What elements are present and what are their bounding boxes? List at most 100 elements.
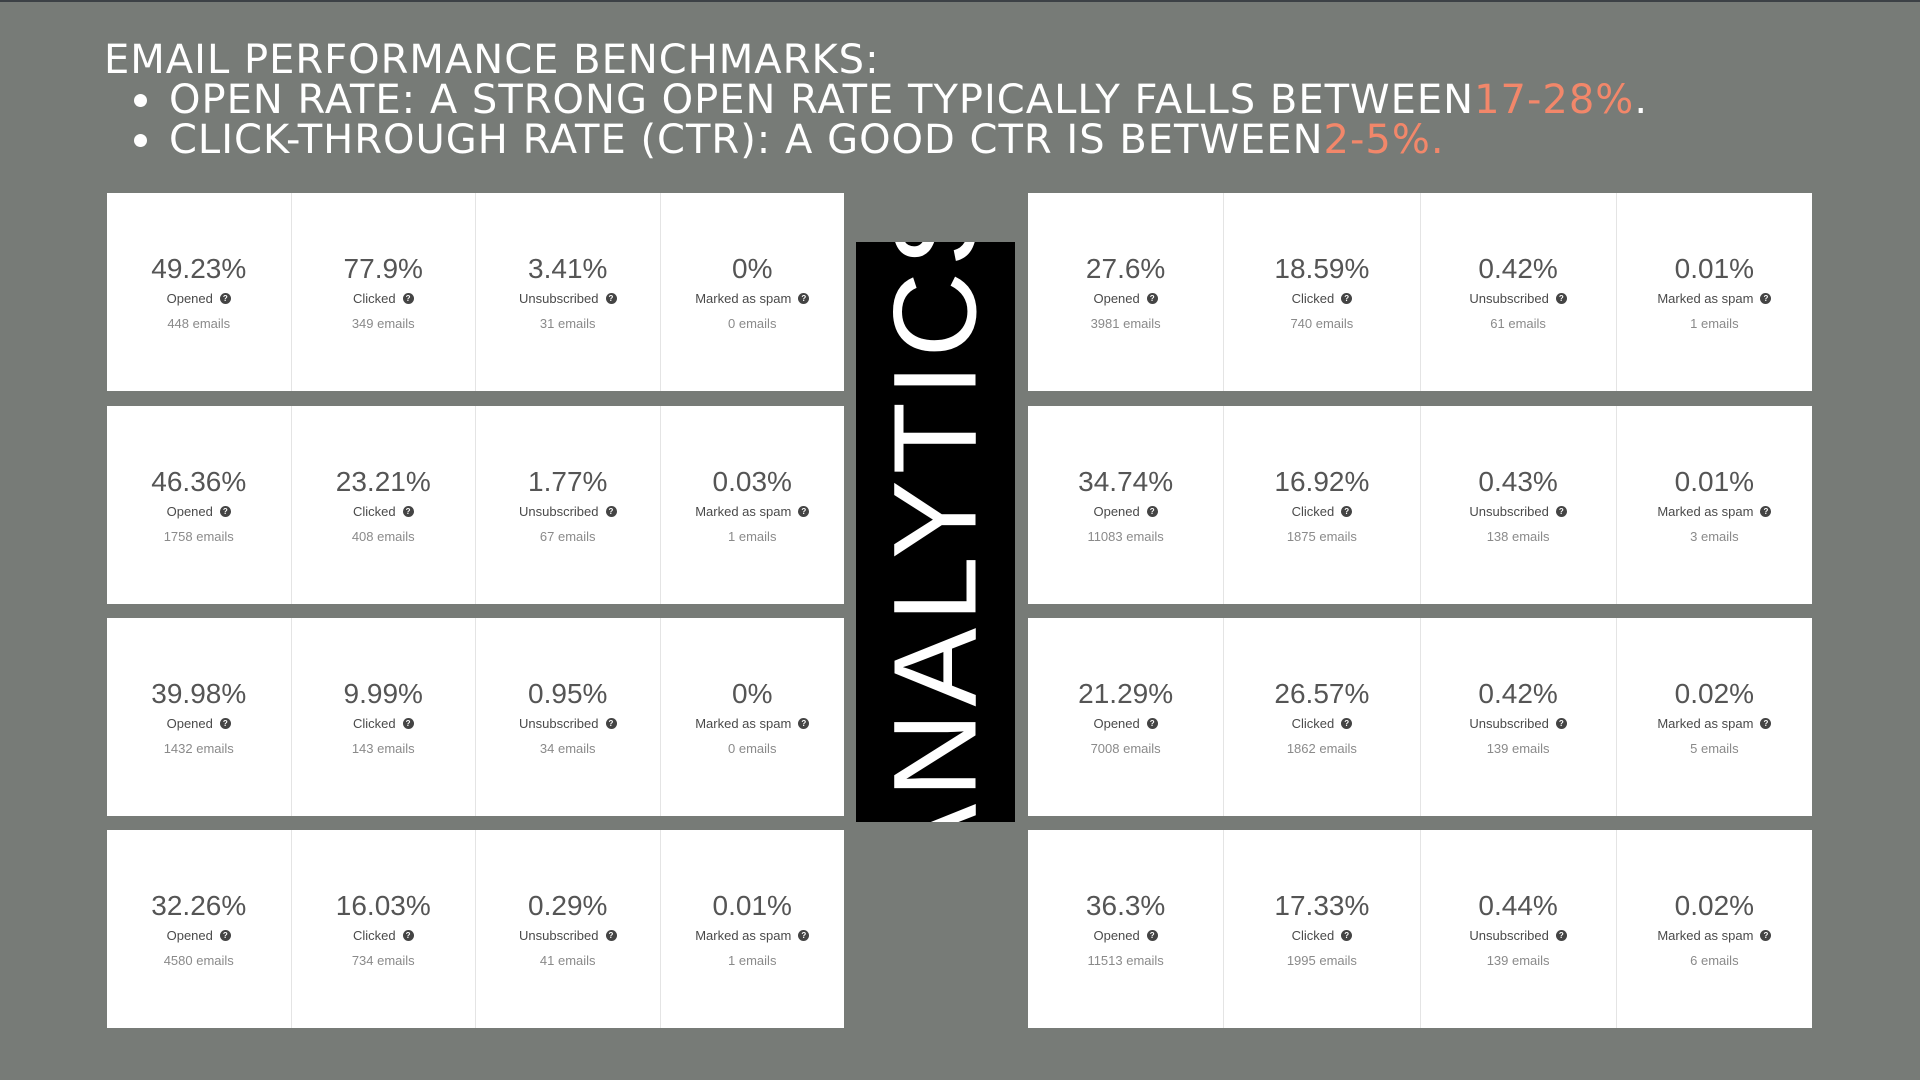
help-icon[interactable]: ?: [402, 506, 414, 517]
metric-label: Marked as spam: [695, 504, 792, 519]
help-icon[interactable]: ?: [1341, 293, 1353, 304]
metric-label-row: Clicked?: [353, 291, 414, 306]
help-icon[interactable]: ?: [1555, 293, 1567, 304]
benchmark-ctr: CLICK-THROUGH RATE (CTR): A GOOD CTR IS …: [104, 120, 1804, 160]
help-icon[interactable]: ?: [1555, 718, 1567, 729]
help-icon[interactable]: ?: [402, 930, 414, 941]
report-card: 49.23% Opened? 448 emails 77.9% Clicked? 349 …: [107, 193, 844, 391]
metric-value: 49.23%: [151, 253, 247, 284]
help-icon[interactable]: ?: [1146, 930, 1158, 941]
metric-label-row: Marked as spam?: [695, 504, 810, 519]
metric-cell: 3.41% Unsubscribed? 31 emails: [476, 193, 661, 391]
metric-label: Marked as spam: [695, 291, 792, 306]
metric-label-row: Marked as spam?: [1657, 291, 1772, 306]
metric-cell: 21.29% Opened? 7008 emails: [1028, 618, 1225, 816]
report-card: 27.6% Opened? 3981 emails 18.59% Clicked? 740…: [1028, 193, 1812, 391]
help-icon[interactable]: ?: [605, 930, 617, 941]
metric-cell: 0.03% Marked as spam? 1 emails: [661, 406, 845, 604]
metric-value: 17.33%: [1274, 890, 1370, 921]
help-icon[interactable]: ?: [798, 506, 810, 517]
metric-count: 1995 emails: [1286, 953, 1357, 968]
metric-value: 9.99%: [343, 678, 423, 709]
metric-count: 67 emails: [539, 529, 596, 544]
metric-label: Unsubscribed: [519, 504, 599, 519]
metric-count: 139 emails: [1486, 953, 1550, 968]
metric-label-row: Opened?: [167, 928, 231, 943]
metric-label-row: Marked as spam?: [695, 928, 810, 943]
help-icon[interactable]: ?: [1146, 293, 1158, 304]
metric-label: Unsubscribed: [519, 928, 599, 943]
help-icon[interactable]: ?: [219, 930, 231, 941]
help-icon[interactable]: ?: [1341, 506, 1353, 517]
help-icon[interactable]: ?: [1146, 718, 1158, 729]
help-icon[interactable]: ?: [219, 718, 231, 729]
help-icon[interactable]: ?: [1341, 930, 1353, 941]
metric-label: Clicked: [1291, 291, 1335, 306]
metric-value: 0.03%: [712, 466, 792, 497]
report-card: 34.74% Opened? 11083 emails 16.92% Clicked? 1…: [1028, 406, 1812, 604]
metric-count: 6 emails: [1690, 953, 1739, 968]
help-icon[interactable]: ?: [798, 718, 810, 729]
metric-label-row: Unsubscribed?: [519, 716, 617, 731]
metric-label-row: Unsubscribed?: [1469, 928, 1567, 943]
metric-count: 11083 emails: [1087, 529, 1164, 544]
help-icon[interactable]: ?: [1555, 506, 1567, 517]
metric-label-row: Clicked?: [1292, 716, 1353, 731]
metric-cell: 27.6% Opened? 3981 emails: [1028, 193, 1225, 391]
report-card: 39.98% Opened? 1432 emails 9.99% Clicked? 143…: [107, 618, 844, 816]
metric-label: Opened: [1093, 504, 1140, 519]
metric-count: 31 emails: [539, 316, 596, 331]
help-icon[interactable]: ?: [1760, 293, 1772, 304]
metric-cell: 1.77% Unsubscribed? 67 emails: [476, 406, 661, 604]
help-icon[interactable]: ?: [219, 293, 231, 304]
metric-count: 1 emails: [1690, 316, 1739, 331]
help-icon[interactable]: ?: [1341, 718, 1353, 729]
metric-count: 5 emails: [1690, 741, 1739, 756]
metric-label-row: Unsubscribed?: [1469, 291, 1567, 306]
help-icon[interactable]: ?: [1146, 506, 1158, 517]
help-icon[interactable]: ?: [1760, 506, 1772, 517]
metric-value: 0.95%: [528, 678, 608, 709]
metric-count: 448 emails: [167, 316, 231, 331]
metric-label: Clicked: [1291, 716, 1335, 731]
metric-label-row: Opened?: [167, 504, 231, 519]
metric-count: 7008 emails: [1090, 741, 1161, 756]
help-icon[interactable]: ?: [1760, 930, 1772, 941]
top-edge-strip: [0, 0, 1920, 2]
help-icon[interactable]: ?: [605, 718, 617, 729]
metric-label: Opened: [166, 291, 213, 306]
help-icon[interactable]: ?: [219, 506, 231, 517]
metric-value: 32.26%: [151, 890, 247, 921]
metric-value: 0.29%: [528, 890, 608, 921]
metric-count: 1432 emails: [163, 741, 234, 756]
metric-label: Unsubscribed: [519, 291, 599, 306]
help-icon[interactable]: ?: [402, 718, 414, 729]
metric-cell: 16.03% Clicked? 734 emails: [292, 830, 476, 1028]
help-icon[interactable]: ?: [798, 293, 810, 304]
bullet-dot: [134, 133, 147, 147]
metric-value: 27.6%: [1085, 253, 1166, 284]
metric-label-row: Clicked?: [353, 928, 414, 943]
metric-cell: 0.29% Unsubscribed? 41 emails: [476, 830, 661, 1028]
metric-label: Marked as spam: [1657, 928, 1754, 943]
help-icon[interactable]: ?: [1555, 930, 1567, 941]
metric-label-row: Clicked?: [1292, 504, 1353, 519]
help-icon[interactable]: ?: [605, 506, 617, 517]
metric-count: 138 emails: [1486, 529, 1550, 544]
metric-count: 0 emails: [728, 741, 777, 756]
help-icon[interactable]: ?: [402, 293, 414, 304]
metric-value: 0.01%: [1674, 253, 1755, 284]
metric-value: 21.29%: [1078, 678, 1174, 709]
report-card: 21.29% Opened? 7008 emails 26.57% Clicked? 18…: [1028, 618, 1812, 816]
help-icon[interactable]: ?: [798, 930, 810, 941]
metric-value: 77.9%: [343, 253, 423, 284]
benchmarks-header: EMAIL PERFORMANCE BENCHMARKS: OPEN RATE:…: [104, 40, 1804, 160]
metric-value: 0.02%: [1674, 678, 1755, 709]
help-icon[interactable]: ?: [1760, 718, 1772, 729]
metric-value: 36.3%: [1085, 890, 1166, 921]
bullet-dot: [134, 93, 147, 107]
metric-cell: 0.01% Marked as spam? 3 emails: [1617, 406, 1812, 604]
metric-count: 349 emails: [351, 316, 415, 331]
benchmarks-title: EMAIL PERFORMANCE BENCHMARKS:: [104, 37, 880, 83]
help-icon[interactable]: ?: [605, 293, 617, 304]
